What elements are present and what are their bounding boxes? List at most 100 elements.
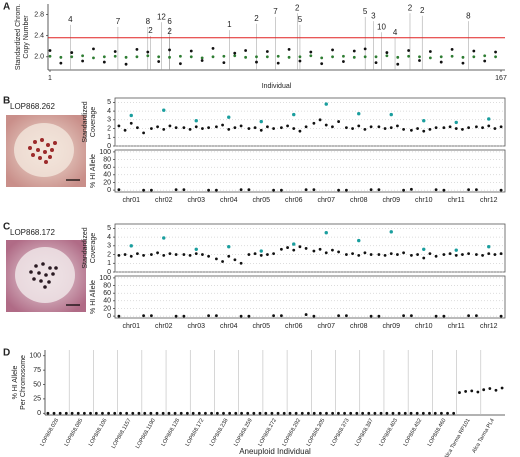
y-tick-label: 80 [103, 282, 111, 289]
data-point [500, 386, 504, 390]
data-point [228, 411, 232, 415]
data-point [294, 411, 298, 415]
x-tick-label: chr02 [155, 323, 173, 330]
data-point [113, 54, 117, 58]
data-point [287, 48, 291, 51]
data-point [309, 50, 313, 54]
data-point [440, 411, 443, 415]
data-point [454, 120, 458, 125]
x-tick-label: chr06 [285, 197, 303, 204]
y-tick-label: 80 [103, 156, 111, 163]
data-point [173, 411, 177, 415]
annotation: 3 [371, 11, 376, 20]
data-point [402, 251, 405, 255]
data-point [442, 314, 446, 318]
data-point [156, 125, 159, 129]
x-tick-label: LOP868.292 [282, 418, 303, 448]
annotation: 5 [363, 7, 368, 16]
y-tick-label: 100 [29, 353, 41, 360]
data-point [454, 127, 458, 130]
data-point [149, 411, 153, 415]
data-point [428, 128, 432, 131]
x-tick-label: LOP868.238 [209, 418, 230, 448]
data-point [361, 411, 365, 415]
sample-label: LOP868.172 [10, 228, 55, 237]
data-point [298, 55, 302, 59]
data-point [355, 411, 359, 415]
data-point [307, 411, 310, 415]
micrograph-c [6, 240, 86, 312]
data-point [357, 124, 361, 128]
data-point [142, 254, 146, 257]
data-point [200, 59, 204, 62]
data-point [258, 411, 262, 415]
x-tick-label: chr06 [285, 323, 303, 330]
data-point [146, 50, 150, 54]
y-tick-label: 40 [103, 298, 111, 305]
data-point [493, 253, 497, 256]
data-point [179, 54, 182, 58]
plot-frame [114, 97, 506, 147]
data-point [239, 124, 243, 128]
data-point [369, 188, 373, 192]
data-point [385, 54, 389, 58]
y-tick-label: 20 [103, 305, 111, 312]
data-point [428, 411, 431, 415]
x-axis-label: Individual [262, 83, 292, 90]
data-point [48, 49, 52, 52]
x-tick-label: chr05 [252, 323, 270, 330]
data-point [410, 314, 413, 318]
data-point [240, 411, 243, 415]
data-point [304, 125, 308, 129]
data-point [168, 48, 171, 52]
y-axis-label: Standardized Chrom. [15, 4, 22, 70]
data-point [174, 188, 178, 192]
data-point [312, 411, 316, 415]
data-point [174, 126, 178, 130]
data-point [467, 126, 470, 130]
data-point [211, 55, 215, 59]
data-point [415, 411, 419, 415]
data-point [470, 389, 474, 393]
data-point [421, 411, 425, 415]
x-tick-label: chr10 [415, 323, 433, 330]
data-point [58, 411, 62, 415]
data-point [373, 411, 377, 415]
data-point [318, 411, 322, 415]
data-point [168, 55, 171, 59]
data-point [298, 59, 302, 63]
data-point [331, 125, 334, 129]
data-point [221, 123, 224, 127]
data-point [349, 411, 353, 415]
data-point [102, 55, 106, 59]
data-point [324, 231, 328, 235]
data-point [288, 411, 292, 415]
data-point [239, 261, 243, 265]
data-point [446, 411, 449, 415]
y-tick-label: 2.0 [34, 54, 44, 61]
data-point [272, 127, 275, 130]
data-point [101, 411, 104, 415]
data-point [331, 55, 334, 59]
y-tick-label: 2.4 [34, 33, 44, 40]
y-tick-label: 75 [33, 367, 41, 374]
data-point [369, 253, 373, 256]
data-point [264, 411, 268, 415]
data-point [472, 55, 476, 59]
data-point [416, 127, 419, 130]
x-tick-label: chr07 [317, 323, 335, 330]
x-tick-label: chr03 [187, 197, 205, 204]
data-point [499, 188, 503, 192]
y-axis-label: Coverage [90, 107, 97, 137]
data-point [113, 411, 117, 415]
annotation: 8 [146, 17, 151, 26]
data-point [182, 188, 186, 192]
data-point [383, 127, 387, 130]
data-point [499, 252, 503, 256]
data-point [298, 129, 302, 133]
data-point [385, 411, 389, 415]
x-tick-label: chr02 [155, 197, 173, 204]
data-point [266, 125, 269, 129]
data-point [407, 49, 411, 52]
x-tick-label: chr10 [415, 197, 433, 204]
